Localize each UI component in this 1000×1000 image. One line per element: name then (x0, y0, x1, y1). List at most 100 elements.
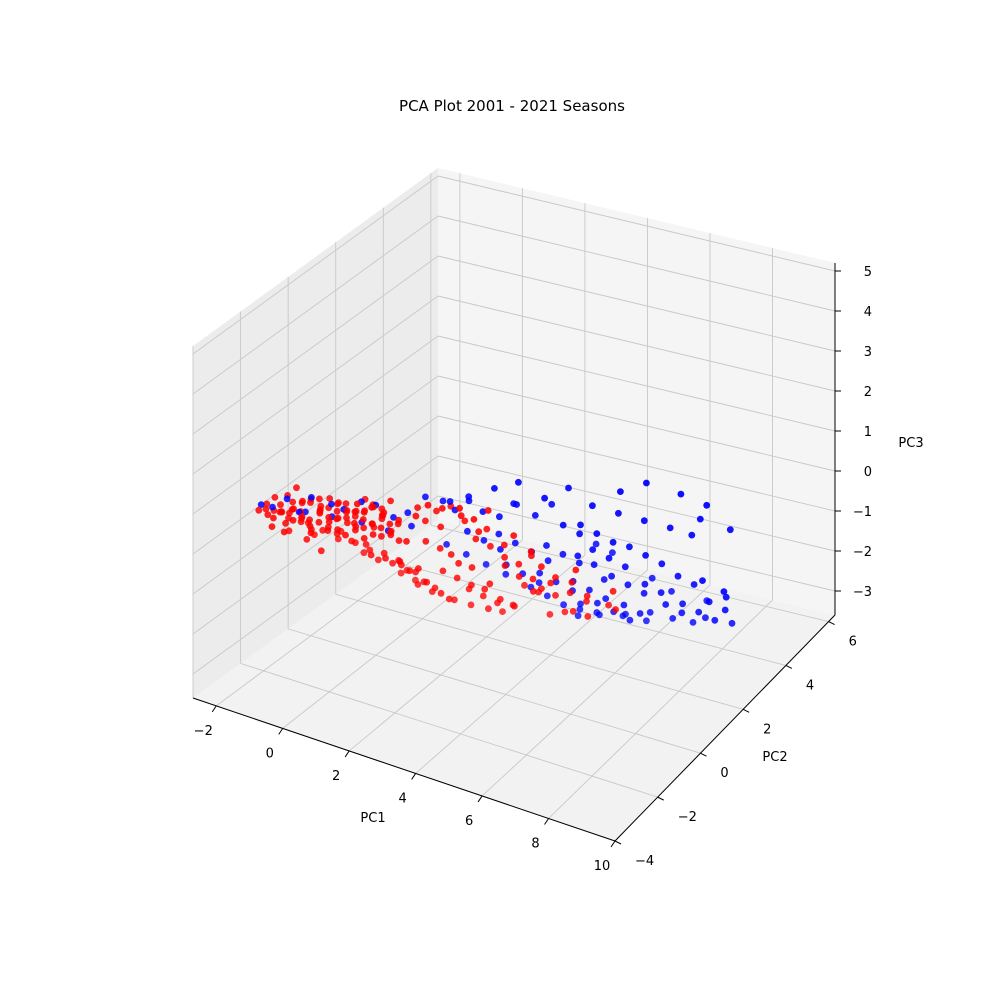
red-data-point (394, 520, 402, 528)
red-data-point (395, 537, 403, 544)
blue-data-point (589, 502, 596, 510)
x-gridline (548, 599, 773, 819)
red-data-point (546, 611, 554, 618)
red-data-point (315, 518, 323, 526)
blue-data-point (257, 501, 265, 508)
red-data-point (298, 513, 306, 520)
red-data-point (552, 574, 559, 581)
red-data-point (316, 509, 324, 517)
blue-data-point (662, 601, 670, 608)
z-gridline (437, 295, 836, 392)
blue-data-point (657, 589, 665, 596)
blue-data-point (642, 552, 649, 559)
z-gridline (192, 335, 439, 515)
red-data-point (527, 548, 535, 555)
x-gridline (348, 554, 586, 752)
red-data-point (456, 504, 463, 512)
y-tick-label: 4 (806, 678, 814, 693)
x-tick-mark (211, 705, 217, 713)
red-data-point (501, 562, 509, 569)
y-tick-mark (657, 796, 664, 801)
red-data-point (451, 596, 458, 604)
red-data-point (368, 503, 376, 511)
blue-data-point (615, 509, 622, 517)
blue-data-point (390, 514, 397, 521)
red-data-point (481, 585, 489, 593)
red-data-point (572, 566, 580, 574)
red-data-point (319, 526, 327, 534)
red-data-point (387, 497, 394, 505)
red-data-point (297, 518, 305, 526)
blue-data-point (408, 522, 415, 530)
red-data-point (467, 601, 475, 609)
red-data-point (268, 523, 276, 530)
red-data-point (325, 514, 333, 521)
red-data-point (271, 494, 279, 501)
z-tick-label: 4 (864, 305, 872, 320)
blue-data-point (705, 598, 713, 606)
scatter-points (255, 478, 736, 627)
red-data-point (324, 527, 332, 534)
x-tick-label: −2 (194, 724, 213, 739)
z-gridline (437, 255, 836, 352)
red-data-point (538, 563, 545, 571)
blue-data-point (559, 521, 567, 529)
y-tick-mark (828, 621, 835, 626)
red-data-point (262, 505, 270, 513)
red-data-point (529, 587, 537, 595)
blue-data-point (491, 485, 498, 492)
blue-data-point (689, 619, 697, 626)
blue-data-point (480, 537, 488, 544)
blue-data-point (641, 580, 649, 588)
blue-data-point (608, 572, 615, 580)
z-gridline (437, 455, 836, 552)
blue-data-point (609, 538, 617, 546)
red-data-point (422, 537, 430, 545)
red-data-point (367, 551, 375, 559)
blue-data-point (699, 577, 706, 584)
red-data-point (612, 606, 619, 613)
red-data-point (326, 495, 334, 502)
blue-data-point (543, 592, 551, 600)
red-data-point (306, 516, 313, 524)
blue-data-point (617, 488, 624, 495)
blue-data-point (559, 550, 567, 558)
red-data-point (500, 541, 508, 549)
z-gridline (192, 295, 439, 475)
blue-data-point (535, 579, 543, 586)
red-data-point (584, 613, 592, 620)
blue-data-point (640, 589, 648, 597)
blue-data-point (465, 493, 473, 500)
z-tick-label: −2 (853, 545, 872, 560)
z-tick-label: −3 (853, 585, 872, 600)
red-data-point (609, 587, 617, 595)
y-tick-label: 2 (763, 722, 771, 737)
blue-data-point (479, 508, 487, 515)
x-gridline (282, 539, 523, 729)
blue-data-point (722, 593, 730, 601)
red-data-point (293, 484, 300, 492)
blue-data-point (589, 546, 597, 553)
blue-data-point (513, 501, 520, 508)
red-data-point (343, 514, 350, 522)
red-data-point (486, 580, 494, 588)
red-data-point (403, 538, 410, 545)
red-data-point (369, 531, 377, 538)
red-data-point (351, 519, 358, 527)
blue-data-point (728, 619, 736, 627)
red-data-point (568, 578, 576, 586)
red-data-point (472, 535, 480, 543)
blue-data-point (605, 554, 613, 562)
red-data-point (433, 507, 440, 515)
x-tick-label: 4 (398, 791, 406, 806)
blue-data-point (726, 526, 734, 534)
blue-data-point (536, 569, 544, 577)
red-data-point (380, 509, 388, 516)
red-data-point (422, 517, 429, 525)
red-data-point (515, 560, 523, 568)
z-gridline (437, 335, 836, 432)
blue-data-point (548, 500, 556, 508)
red-data-point (437, 589, 445, 597)
red-data-point (406, 567, 414, 575)
red-data-point (352, 526, 359, 534)
